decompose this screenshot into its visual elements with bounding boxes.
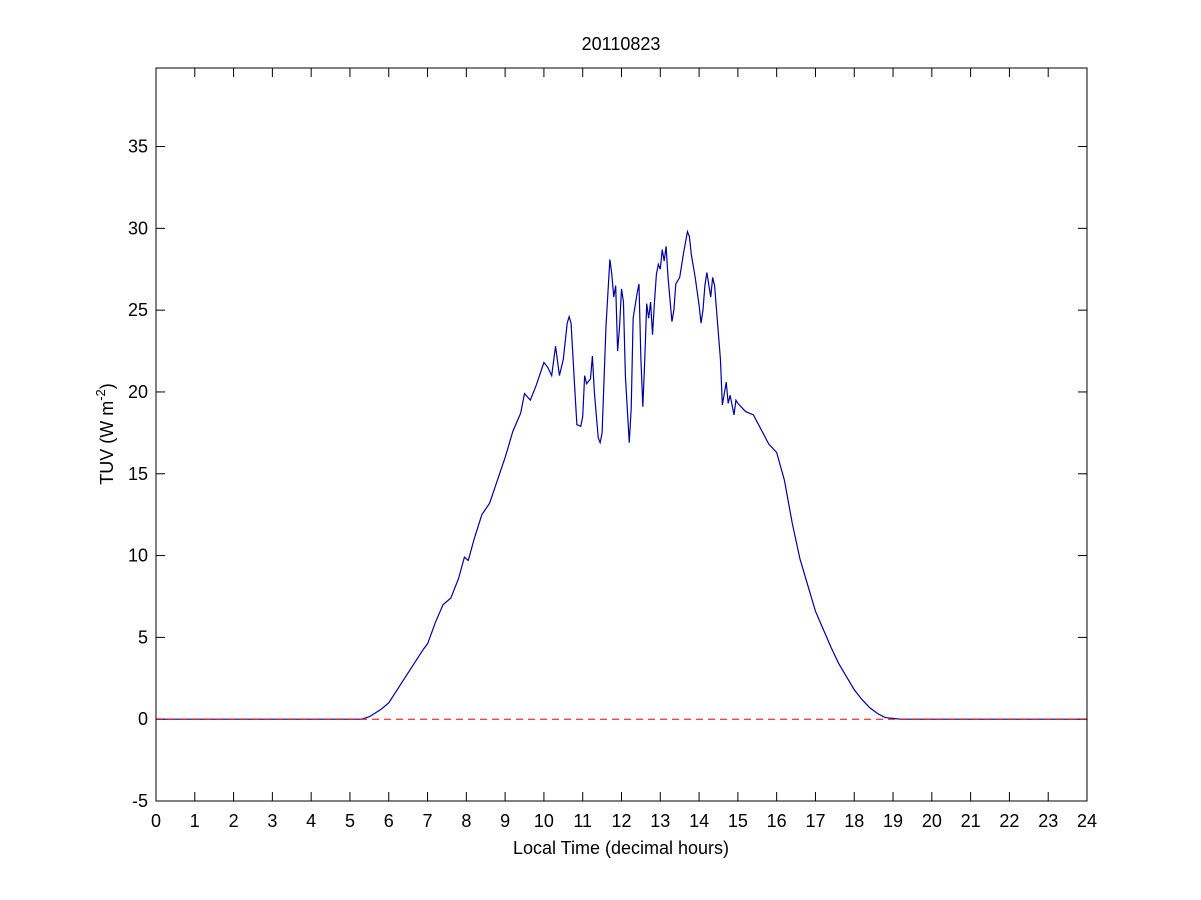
x-tick-label: 4 [306,811,316,831]
x-tick-label: 11 [573,811,592,831]
x-tick-label: 21 [961,811,981,831]
y-tick-label: 20 [128,382,148,402]
x-tick-label: 10 [534,811,554,831]
x-tick-label: 8 [461,811,471,831]
y-tick-label: 15 [128,464,148,484]
data-line [156,229,1087,720]
x-tick-label: 13 [650,811,670,831]
x-tick-label: 2 [229,811,239,831]
y-tick-label: 0 [138,709,148,729]
x-tick-label: 5 [345,811,355,831]
y-axis-label: TUV (W m-2) [93,383,117,485]
y-tick-label: -5 [132,791,148,811]
y-label-end: ) [97,383,117,389]
x-tick-label: 20 [922,811,942,831]
x-tick-label: 12 [611,811,631,831]
x-tick-label: 23 [1038,811,1058,831]
x-tick-label: 0 [151,811,161,831]
x-tick-label: 24 [1077,811,1097,831]
x-tick-label: 17 [805,811,825,831]
x-tick-label: 14 [689,811,709,831]
x-tick-label: 1 [190,811,200,831]
x-tick-label: 15 [728,811,748,831]
x-tick-label: 9 [500,811,510,831]
x-tick-label: 22 [999,811,1019,831]
x-tick-label: 18 [844,811,864,831]
x-tick-label: 16 [767,811,787,831]
x-axis-label: Local Time (decimal hours) [513,838,729,858]
plot-frame [155,67,1088,802]
y-label-sup: -2 [93,389,108,401]
y-tick-label: 5 [138,627,148,647]
chart-title: 20110823 [582,34,661,54]
y-tick-label: 25 [128,300,148,320]
x-tick-label: 6 [384,811,394,831]
y-tick-label: 35 [128,137,148,157]
y-tick-label: 30 [128,218,148,238]
x-tick-label: 7 [423,811,433,831]
x-tick-label: 19 [883,811,903,831]
y-tick-label: 10 [128,546,148,566]
x-tick-label: 3 [267,811,277,831]
y-label-text: TUV (W m [97,401,117,485]
